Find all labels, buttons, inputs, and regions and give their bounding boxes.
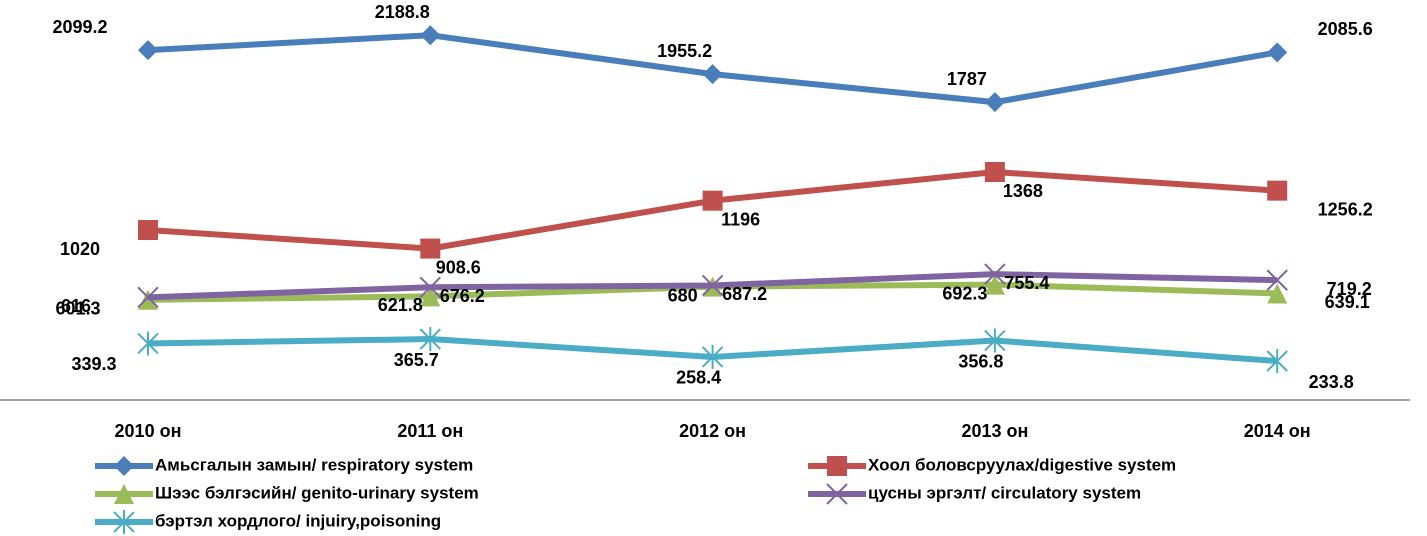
x-tick-label: 2010 он xyxy=(115,421,182,441)
marker xyxy=(702,190,723,211)
marker xyxy=(984,274,1005,295)
legend-label: Амьсгалын замын/ respiratory system xyxy=(155,455,473,474)
marker xyxy=(138,289,158,310)
data-label: 365.7 xyxy=(394,350,439,370)
data-label: 2085.6 xyxy=(1318,19,1373,39)
data-label: 339.3 xyxy=(71,354,116,374)
marker xyxy=(138,220,158,240)
marker xyxy=(1267,283,1288,304)
data-label: 1196 xyxy=(721,209,760,229)
data-label: 1368 xyxy=(1003,181,1043,201)
marker xyxy=(1266,269,1288,291)
marker xyxy=(826,483,848,505)
data-label: 1787 xyxy=(947,69,987,89)
data-label: 1955.2 xyxy=(657,41,712,61)
data-label: 601.3 xyxy=(55,299,100,319)
marker xyxy=(1267,180,1288,201)
data-label: 692.3 xyxy=(942,283,987,303)
marker xyxy=(701,344,724,369)
legend-label: бэртэл хордлого/ injuiry,poisoning xyxy=(155,511,441,530)
marker xyxy=(984,328,1006,353)
marker xyxy=(984,92,1005,113)
marker xyxy=(420,238,441,259)
data-label: 1256.2 xyxy=(1318,199,1373,219)
marker xyxy=(114,456,134,476)
marker xyxy=(1267,42,1288,63)
data-label: 680 xyxy=(668,285,698,305)
data-label: 616 xyxy=(61,296,91,316)
marker xyxy=(419,327,442,352)
data-label: 755.4 xyxy=(1004,273,1049,293)
data-label: 2099.2 xyxy=(52,17,107,37)
data-label: 2188.8 xyxy=(375,2,430,22)
marker xyxy=(114,484,134,504)
legend-label: Шээс бэлгэсийн/ genito-urinary system xyxy=(155,483,479,502)
x-tick-label: 2014 он xyxy=(1244,421,1311,441)
marker xyxy=(138,40,158,61)
data-label: 1020 xyxy=(60,239,100,259)
marker xyxy=(984,162,1005,182)
marker xyxy=(419,276,442,299)
legend-label: цусны эргэлт/ circulatory system xyxy=(868,483,1141,502)
data-label: 233.8 xyxy=(1309,372,1354,392)
marker xyxy=(420,25,441,46)
marker xyxy=(137,331,159,356)
x-tick-label: 2013 он xyxy=(961,421,1028,441)
data-label: 719.2 xyxy=(1327,279,1372,299)
x-tick-label: 2011 он xyxy=(397,421,463,441)
marker xyxy=(984,263,1006,285)
marker xyxy=(701,274,724,297)
data-label: 908.6 xyxy=(436,257,481,277)
data-label: 687.2 xyxy=(722,284,767,304)
marker xyxy=(420,286,441,307)
data-label: 258.4 xyxy=(676,368,721,388)
x-tick-label: 2012 он xyxy=(679,421,746,441)
marker xyxy=(137,286,159,309)
marker xyxy=(1266,349,1288,374)
data-label: 639.1 xyxy=(1325,292,1370,312)
marker xyxy=(827,456,847,476)
data-label: 676.2 xyxy=(440,286,485,306)
legend-label: Хоол боловсруулах/digestive system xyxy=(868,455,1176,474)
marker xyxy=(113,510,135,534)
marker xyxy=(702,64,723,85)
data-label: 621.8 xyxy=(378,295,423,315)
data-label: 356.8 xyxy=(958,351,1003,371)
